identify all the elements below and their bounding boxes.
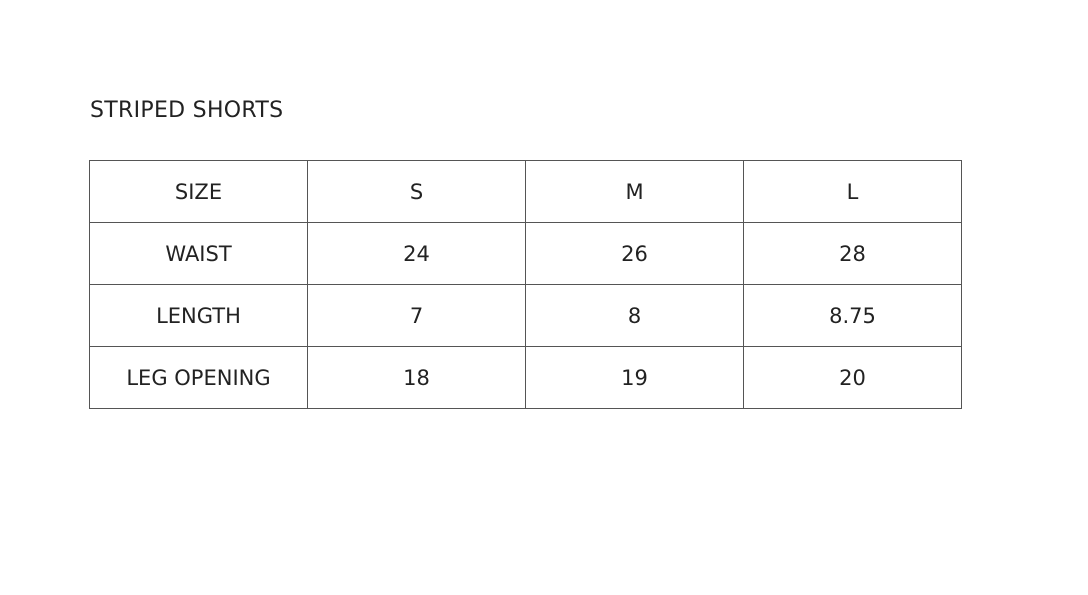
row-label-cell: WAIST bbox=[89, 222, 308, 285]
table-cell: 28 bbox=[743, 222, 962, 285]
table-cell: 8.75 bbox=[743, 284, 962, 347]
table-cell: 7 bbox=[307, 284, 526, 347]
table-cell: 26 bbox=[525, 222, 744, 285]
header-row: SIZE S M L bbox=[89, 160, 962, 223]
row-label-cell: LENGTH bbox=[89, 284, 308, 347]
table-cell: M bbox=[525, 160, 744, 223]
table-cell: 18 bbox=[307, 346, 526, 409]
table-row: LENGTH 7 8 8.75 bbox=[89, 284, 962, 347]
table-cell: S bbox=[307, 160, 526, 223]
table-cell: 19 bbox=[525, 346, 744, 409]
row-label-cell: LEG OPENING bbox=[89, 346, 308, 409]
table-cell: 8 bbox=[525, 284, 744, 347]
table-cell: L bbox=[743, 160, 962, 223]
table-cell: 24 bbox=[307, 222, 526, 285]
row-label-cell: SIZE bbox=[89, 160, 308, 223]
table-row: LEG OPENING 18 19 20 bbox=[89, 346, 962, 409]
page-title: STRIPED SHORTS bbox=[90, 98, 284, 123]
table-row: WAIST 24 26 28 bbox=[89, 222, 962, 285]
size-chart-table: SIZE S M L WAIST 24 26 28 LENGTH 7 8 8.75 LEG OPENIN… bbox=[89, 160, 962, 409]
table-cell: 20 bbox=[743, 346, 962, 409]
